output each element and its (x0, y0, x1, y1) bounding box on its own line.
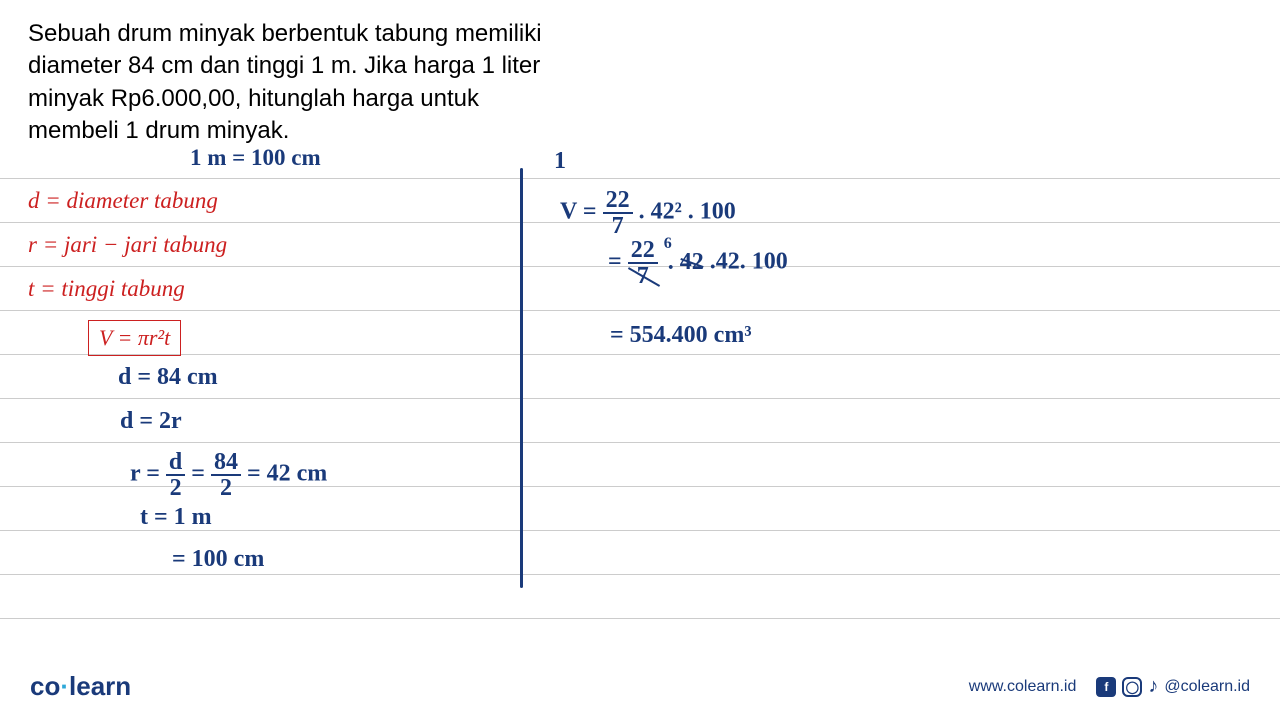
dot-sep: . 6 (668, 249, 674, 276)
v-rest2: .42. 100 (710, 249, 788, 275)
calc-r-eq: r = (130, 461, 160, 487)
calc-v-line1: V = 22 7 . 42² . 100 (560, 188, 736, 238)
calc-t-cm: = 100 cm (172, 546, 264, 573)
strike-42: 42 (680, 249, 704, 276)
tiktok-icon: ♪ (1148, 675, 1158, 698)
vertical-divider (520, 168, 523, 588)
volume-formula: V = πr²t (88, 320, 181, 356)
frac-22-7-a: 22 7 (603, 188, 633, 238)
grid-line (0, 574, 1280, 575)
definition-t: t = tinggi tabung (28, 276, 185, 302)
grid-line (0, 618, 1280, 619)
problem-line-2: diameter 84 cm dan tinggi 1 m. Jika harg… (28, 50, 542, 82)
v-eq: V = (560, 199, 597, 225)
frac-22-7-b: 22 7 (628, 238, 658, 288)
website-url: www.colearn.id (969, 678, 1077, 696)
calc-d-value: d = 84 cm (118, 364, 218, 391)
superscript-6: 6 (664, 235, 672, 253)
grid-line (0, 178, 1280, 179)
logo-dot: · (60, 671, 69, 701)
conversion-note: 1 m = 100 cm (190, 145, 321, 171)
grid-line (0, 398, 1280, 399)
logo-co: co (30, 671, 60, 701)
footer-right: www.colearn.id f ◯ ♪ @colearn.id (969, 675, 1250, 698)
logo-learn: learn (69, 671, 131, 701)
calc-t-value: t = 1 m (140, 504, 212, 531)
frac-d-2: d 2 (166, 450, 185, 500)
definition-r: r = jari − jari tabung (28, 232, 227, 258)
grid-line (0, 354, 1280, 355)
facebook-icon: f (1096, 677, 1116, 697)
instagram-icon: ◯ (1122, 677, 1142, 697)
eq-sign-1: = (191, 461, 205, 487)
problem-line-3: minyak Rp6.000,00, hitunglah harga untuk (28, 83, 542, 115)
problem-statement: Sebuah drum minyak berbentuk tabung memi… (28, 18, 542, 148)
problem-line-4: membeli 1 drum minyak. (28, 115, 542, 147)
problem-line-1: Sebuah drum minyak berbentuk tabung memi… (28, 18, 542, 50)
social-icons: f ◯ ♪ @colearn.id (1096, 675, 1250, 698)
footer-bar: co·learn www.colearn.id f ◯ ♪ @colearn.i… (0, 671, 1280, 702)
social-handle: @colearn.id (1164, 678, 1250, 696)
v-rest1: . 42² . 100 (639, 199, 736, 225)
eq-sign-2: = (608, 249, 622, 275)
right-top-mark: 1 (554, 148, 566, 175)
brand-logo: co·learn (30, 671, 131, 702)
grid-line (0, 442, 1280, 443)
calc-d-2r: d = 2r (120, 408, 182, 435)
calc-r-solve: r = d 2 = 84 2 = 42 cm (130, 450, 327, 500)
frac-84-2: 84 2 (211, 450, 241, 500)
grid-line (0, 310, 1280, 311)
calc-v-result: = 554.400 cm³ (610, 322, 752, 349)
definition-d: d = diameter tabung (28, 188, 218, 214)
eq-42cm: = 42 cm (247, 461, 327, 487)
calc-v-line2: = 22 7 . 6 42 .42. 100 (608, 238, 788, 288)
